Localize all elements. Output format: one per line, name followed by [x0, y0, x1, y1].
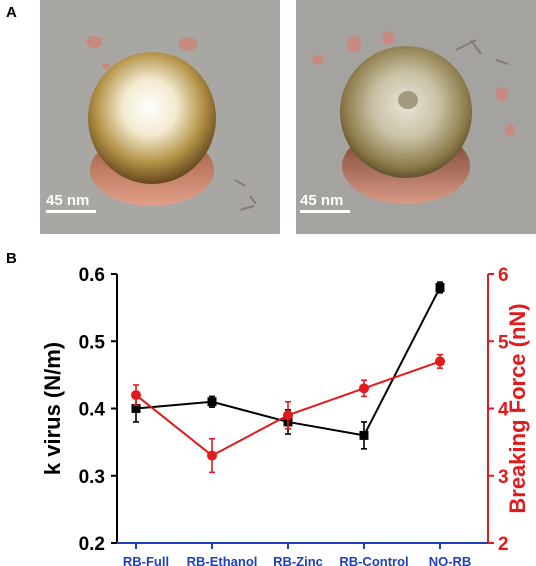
- left-axis-tick-label: 0.4: [79, 400, 106, 421]
- panel-a-label: A: [6, 4, 17, 21]
- x-axis-category-label: RB-Full: [123, 554, 169, 566]
- x-axis-category-label: RB-Ethanol: [187, 554, 258, 566]
- right-axis-tick-label: 3: [498, 467, 509, 488]
- data-point-square: [359, 430, 369, 440]
- data-point-circle: [435, 356, 445, 367]
- data-point-circle: [131, 390, 141, 401]
- data-point-circle: [207, 450, 217, 461]
- right-axis-tick-label: 5: [498, 332, 509, 353]
- left-axis-tick-label: 0.5: [79, 332, 106, 353]
- right-axis-tick-label: 2: [498, 534, 509, 555]
- right-axis-title: Breaking Force (nN): [505, 303, 530, 513]
- left-axis-tick-label: 0.2: [79, 534, 105, 555]
- x-axis-category-label: RB-Zinc: [273, 554, 323, 566]
- panel-b-label: B: [6, 250, 17, 267]
- x-axis-category-label: RB-Control: [339, 554, 408, 566]
- scale-bar-label: 45 nm: [300, 192, 344, 209]
- left-axis-tick-label: 0.3: [79, 467, 105, 488]
- left-axis-title: k virus (N/m): [40, 342, 65, 475]
- dual-axis-line-chart: 0.2 0.3 0.4 0.5 0.6 2 3 4 5 6 RB-Full RB-Ethanol RB-…: [40, 265, 530, 566]
- afm-image-right: 45 nm: [296, 0, 536, 234]
- x-axis-category-label: NO-RB: [429, 554, 472, 566]
- data-point-square: [131, 404, 141, 413]
- data-point-circle: [359, 383, 369, 394]
- scale-bar-label: 45 nm: [46, 192, 90, 209]
- right-axis-tick-label: 4: [498, 400, 509, 421]
- data-point-square: [435, 282, 445, 292]
- data-point-circle: [283, 410, 293, 421]
- data-point-square: [207, 397, 217, 407]
- right-axis-tick-label: 6: [498, 265, 509, 286]
- afm-image-left: 45 nm: [40, 0, 280, 234]
- left-axis-tick-label: 0.6: [79, 265, 105, 286]
